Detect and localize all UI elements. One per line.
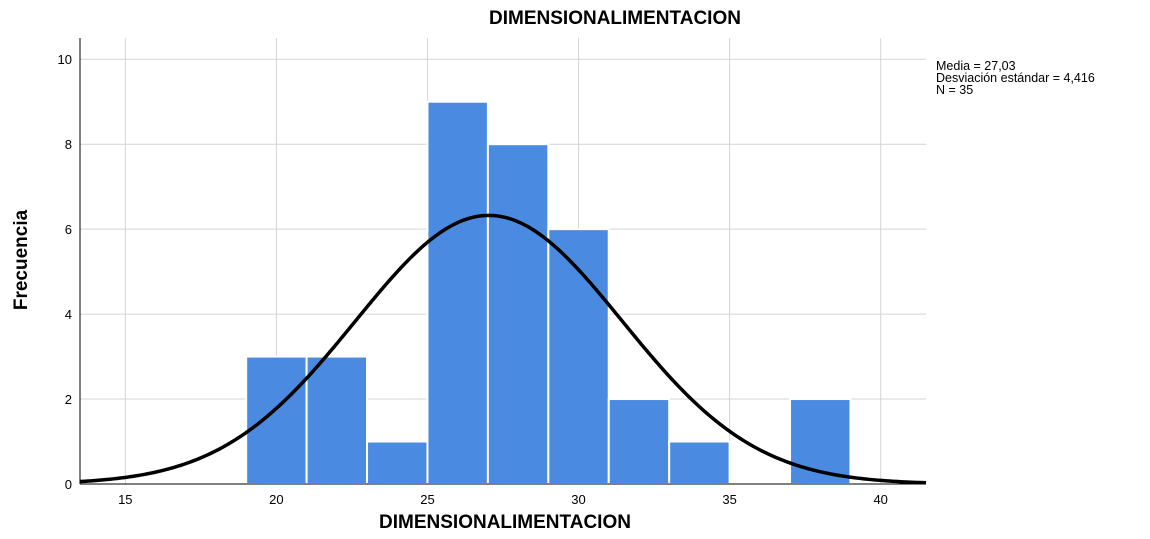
stat-mean: Media = 27,03 [936, 59, 1016, 73]
x-tick-label: 25 [420, 492, 434, 507]
x-tick-label: 20 [269, 492, 283, 507]
histogram-bar [486, 143, 550, 485]
histogram-bars [245, 100, 852, 486]
y-tick-label: 0 [65, 477, 72, 492]
x-tick-label: 35 [722, 492, 736, 507]
y-tick-label: 6 [65, 222, 72, 237]
normal-curve-layer [79, 213, 927, 485]
histogram-bar [366, 440, 429, 485]
axes [79, 38, 926, 485]
y-tick-label: 2 [65, 392, 72, 407]
statistics-legend: Media = 27,03 Desviación estándar = 4,41… [936, 59, 1095, 97]
x-tick-label: 40 [873, 492, 887, 507]
x-axis-label: DIMENSIONALIMENTACION [379, 512, 631, 533]
y-tick-label: 8 [65, 137, 72, 152]
histogram-bar [305, 355, 369, 486]
y-tick-label: 4 [65, 307, 72, 322]
x-tick-label: 30 [571, 492, 585, 507]
stat-std-dev: Desviación estándar = 4,416 [936, 71, 1095, 85]
x-tick-label: 15 [118, 492, 132, 507]
histogram-bar [245, 355, 308, 486]
histogram-bar [607, 398, 671, 485]
histogram-bar [668, 440, 731, 485]
chart-title: DIMENSIONALIMENTACION [489, 8, 741, 29]
y-tick-label: 10 [58, 52, 72, 67]
histogram-bar [426, 100, 489, 485]
normal-curve [79, 213, 927, 485]
stat-n: N = 35 [936, 83, 974, 97]
tick-labels: 0 2 4 6 8 10 15 20 25 30 35 40 [58, 52, 888, 507]
histogram-bar [789, 398, 852, 485]
